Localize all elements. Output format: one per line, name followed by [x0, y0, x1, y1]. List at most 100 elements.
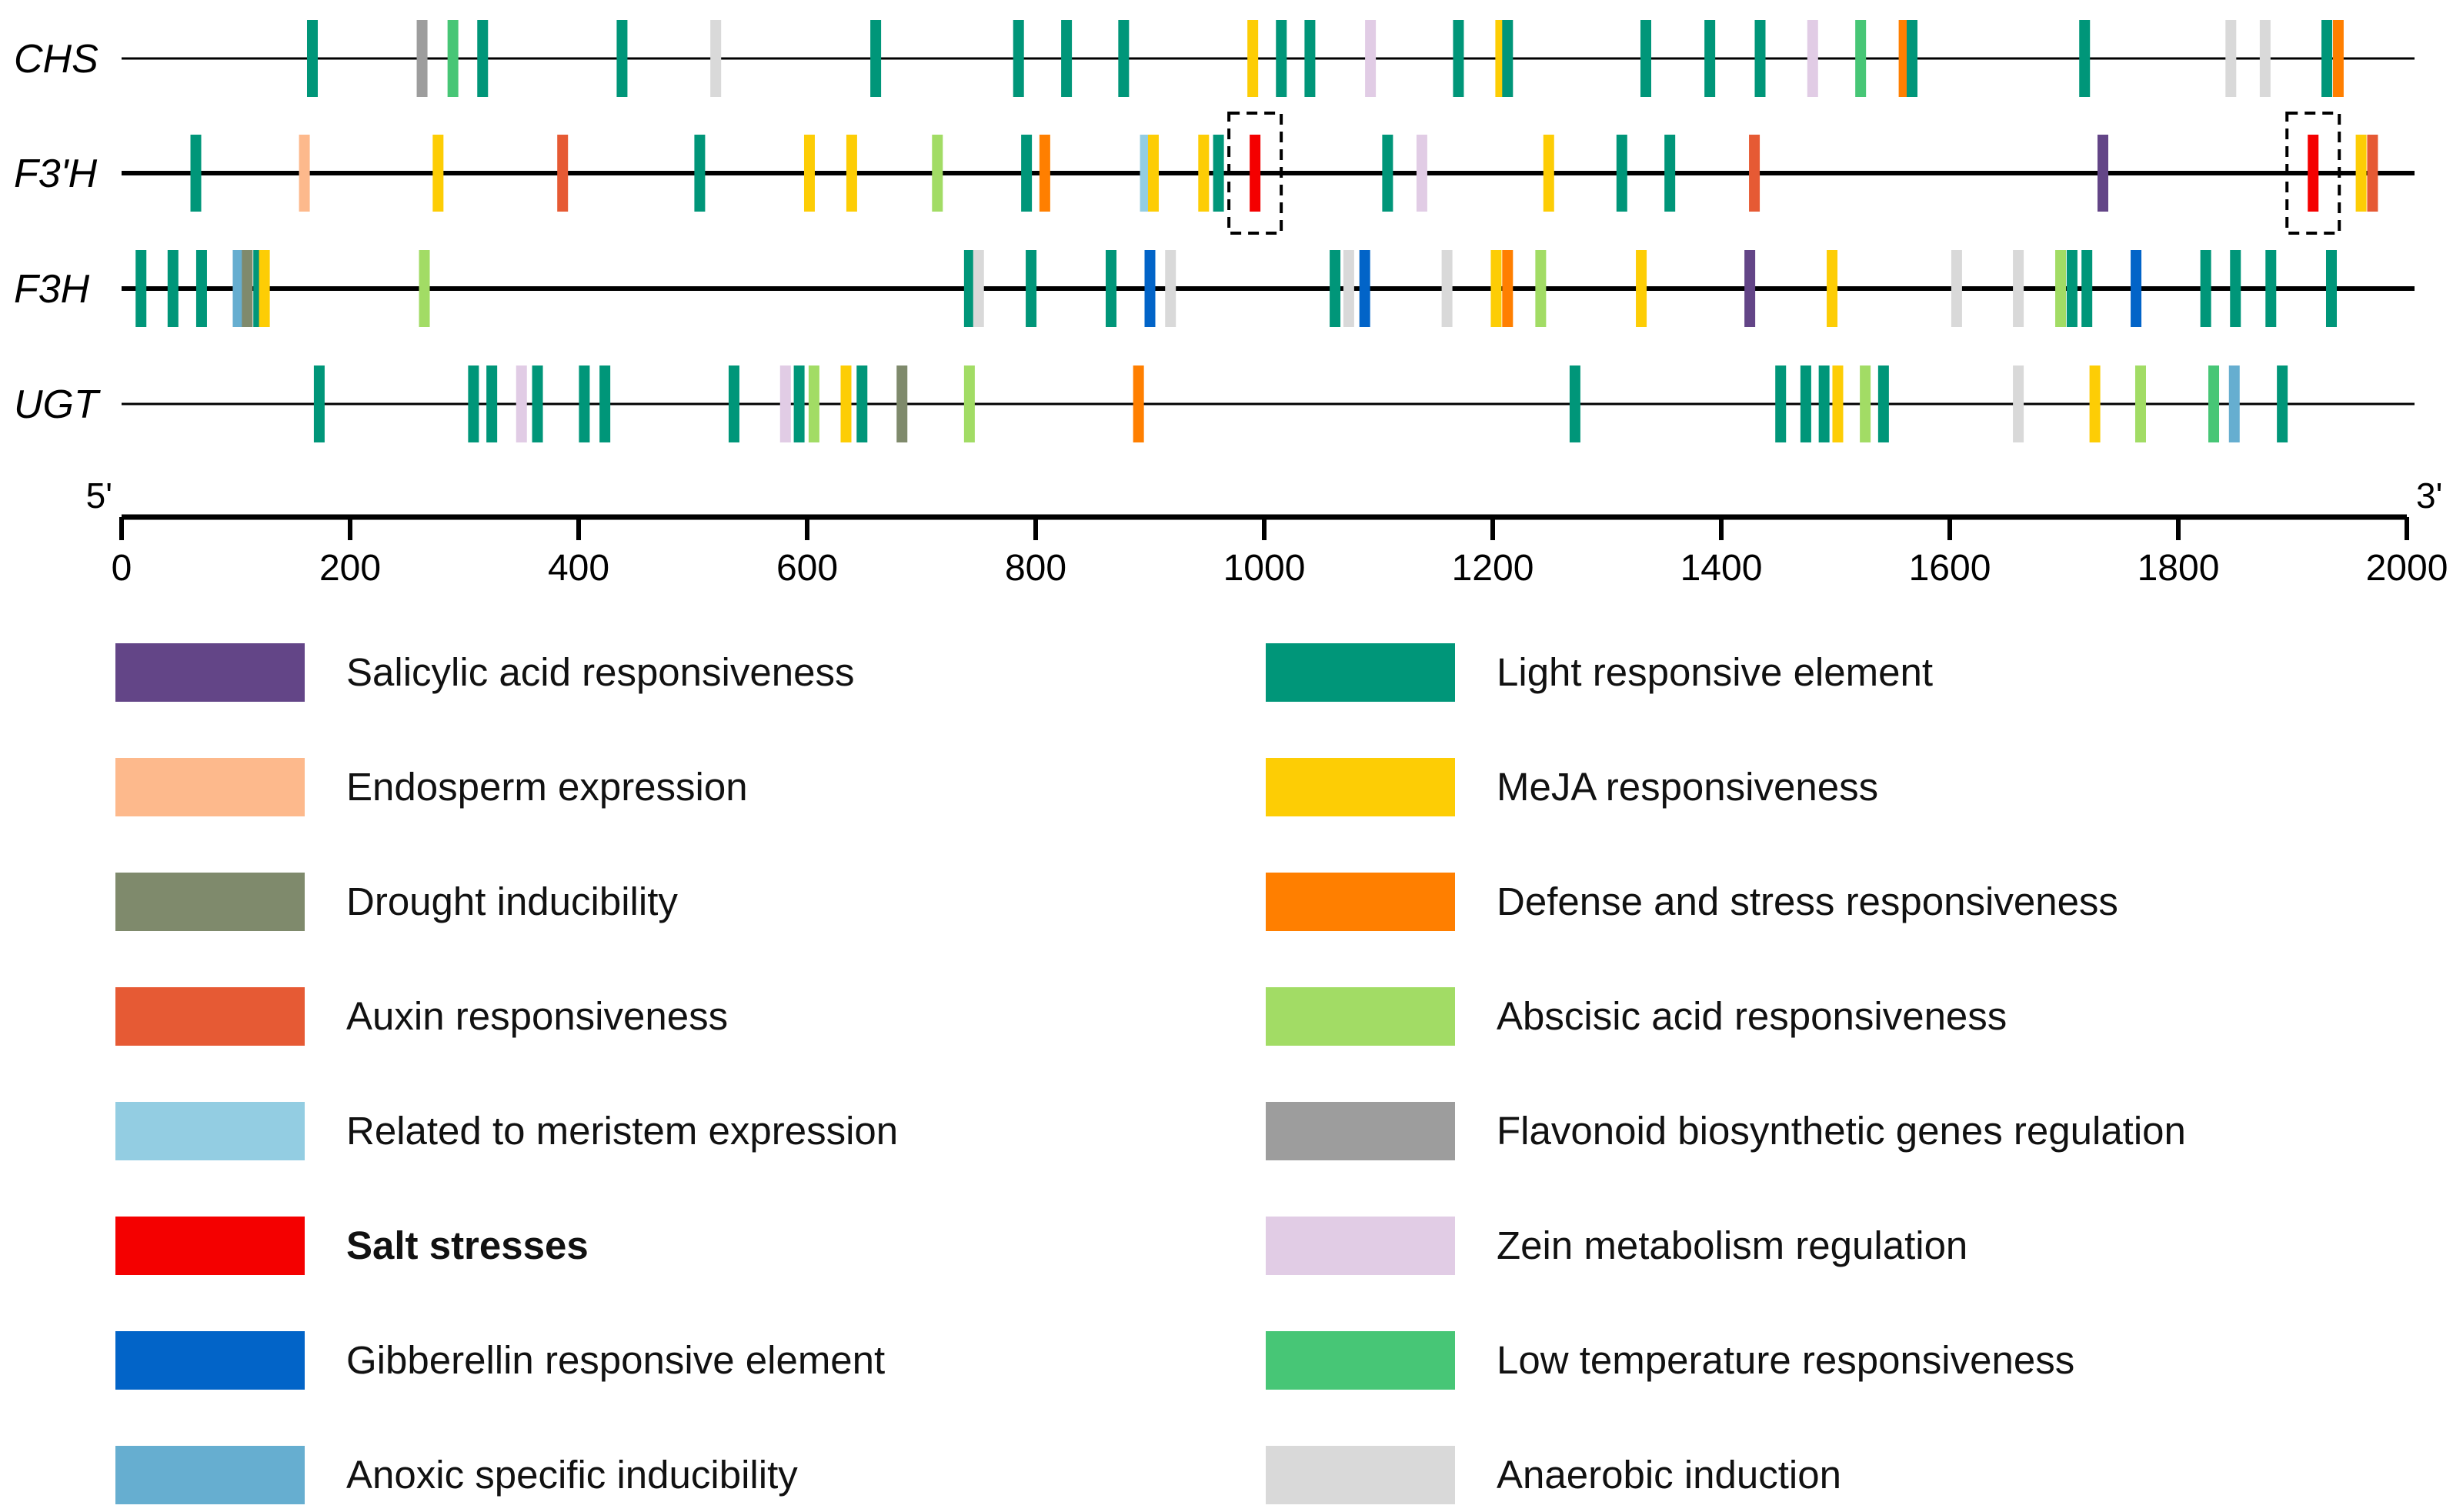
legend-swatch — [115, 1217, 305, 1275]
element-drought — [242, 250, 253, 327]
element-defense — [1133, 365, 1144, 442]
legend-swatch — [1266, 1331, 1455, 1390]
highlight-box — [2285, 112, 2341, 235]
element-light — [728, 365, 739, 442]
element-light — [313, 365, 325, 442]
tick-label: 1800 — [2138, 548, 2220, 589]
element-light — [135, 250, 147, 327]
element-light — [599, 365, 611, 442]
element-salicylic — [2097, 135, 2108, 212]
gene-track-f3-h: F3'H — [14, 135, 2415, 212]
legend-item-auxin: Auxin responsiveness — [115, 987, 728, 1046]
element-gibberellin — [1359, 250, 1370, 327]
element-light — [306, 20, 318, 97]
element-anaerobic — [2013, 365, 2024, 442]
element-light — [1704, 20, 1716, 97]
tick-label: 800 — [1005, 548, 1066, 589]
element-gibberellin — [1144, 250, 1156, 327]
legend-swatch — [1266, 1217, 1455, 1275]
tick-label: 1200 — [1452, 548, 1534, 589]
element-anaerobic — [2259, 20, 2271, 97]
gene-track-chs: CHS — [14, 20, 2415, 97]
element-meja — [803, 135, 815, 212]
legend-swatch — [115, 1102, 305, 1160]
element-anoxic — [2228, 365, 2240, 442]
legend-label: Endosperm expression — [346, 765, 748, 809]
legend-swatch — [1266, 987, 1455, 1046]
legend-item-flavonoid: Flavonoid biosynthetic genes regulation — [1266, 1102, 2186, 1160]
element-light — [2277, 365, 2288, 442]
element-auxin — [1749, 135, 1760, 212]
legend-label: Abscisic acid responsiveness — [1497, 994, 2007, 1038]
element-light — [532, 365, 543, 442]
element-flavonoid — [416, 20, 428, 97]
element-meja — [432, 135, 444, 212]
element-salt — [2308, 135, 2319, 212]
element-light — [1502, 20, 1514, 97]
legend-swatch — [115, 873, 305, 931]
element-light — [1640, 20, 1651, 97]
element-abscisic — [963, 365, 975, 442]
legend-item-defense: Defense and stress responsiveness — [1266, 873, 2118, 931]
axis-start-label: 5' — [86, 476, 112, 516]
element-light — [1775, 365, 1787, 442]
element-light — [1818, 365, 1830, 442]
tick-label: 0 — [112, 548, 132, 589]
element-auxin — [2367, 135, 2378, 212]
element-light — [856, 365, 868, 442]
element-zein — [1365, 20, 1377, 97]
element-light — [2321, 20, 2333, 97]
element-defense — [1039, 135, 1050, 212]
element-light — [1453, 20, 1464, 97]
element-zein — [1416, 135, 1427, 212]
element-meja — [1827, 250, 1838, 327]
tick-label: 1400 — [1680, 548, 1763, 589]
legend-item-salt: Salt stresses — [115, 1217, 589, 1275]
legend-swatch — [1266, 1102, 1455, 1160]
element-light — [1664, 135, 1676, 212]
element-meja — [1543, 135, 1554, 212]
element-light — [1569, 365, 1580, 442]
element-light — [167, 250, 179, 327]
element-lowtemp — [2208, 365, 2220, 442]
element-light — [1906, 20, 1917, 97]
element-gibberellin — [2131, 250, 2142, 327]
element-light — [1026, 250, 1037, 327]
gene-tracks: CHS F3'H F3H UGT — [14, 20, 2415, 442]
element-light — [1118, 20, 1130, 97]
element-anaerobic — [1441, 250, 1453, 327]
element-light — [1013, 20, 1024, 97]
legend-label: Drought inducibility — [346, 879, 678, 923]
element-light — [1877, 365, 1889, 442]
element-meja — [1636, 250, 1647, 327]
element-light — [2265, 250, 2277, 327]
tick-label: 200 — [319, 548, 381, 589]
legend-swatch — [1266, 873, 1455, 931]
legend-label: Light responsive element — [1497, 650, 1933, 694]
tick-label: 400 — [548, 548, 609, 589]
axis-end-label: 3' — [2416, 476, 2442, 516]
gene-label: F3H — [14, 267, 90, 312]
gene-label: F3'H — [14, 152, 98, 196]
legend-item-salicylic: Salicylic acid responsiveness — [115, 643, 854, 702]
gene-label: CHS — [14, 37, 98, 82]
element-light — [2200, 250, 2211, 327]
element-salt — [1250, 135, 1261, 212]
legend-item-zein: Zein metabolism regulation — [1266, 1217, 1967, 1275]
legend-item-anaerobic: Anaerobic induction — [1266, 1446, 1841, 1504]
legend-label: Zein metabolism regulation — [1497, 1223, 1967, 1267]
highlight-boxes — [1227, 112, 2341, 235]
legend-item-lowtemp: Low temperature responsiveness — [1266, 1331, 2074, 1390]
element-anoxic — [232, 250, 244, 327]
element-light — [963, 250, 975, 327]
legend-label: Anaerobic induction — [1497, 1453, 1841, 1497]
element-defense — [1502, 250, 1514, 327]
element-anaerobic — [2013, 250, 2024, 327]
legend-label: Defense and stress responsiveness — [1497, 879, 2118, 923]
legend: Salicylic acid responsiveness Endosperm e… — [115, 643, 2186, 1504]
legend-label: MeJA responsiveness — [1497, 765, 1878, 809]
element-light — [694, 135, 706, 212]
element-light — [2066, 250, 2078, 327]
element-abscisic — [419, 250, 430, 327]
element-anaerobic — [2225, 20, 2237, 97]
